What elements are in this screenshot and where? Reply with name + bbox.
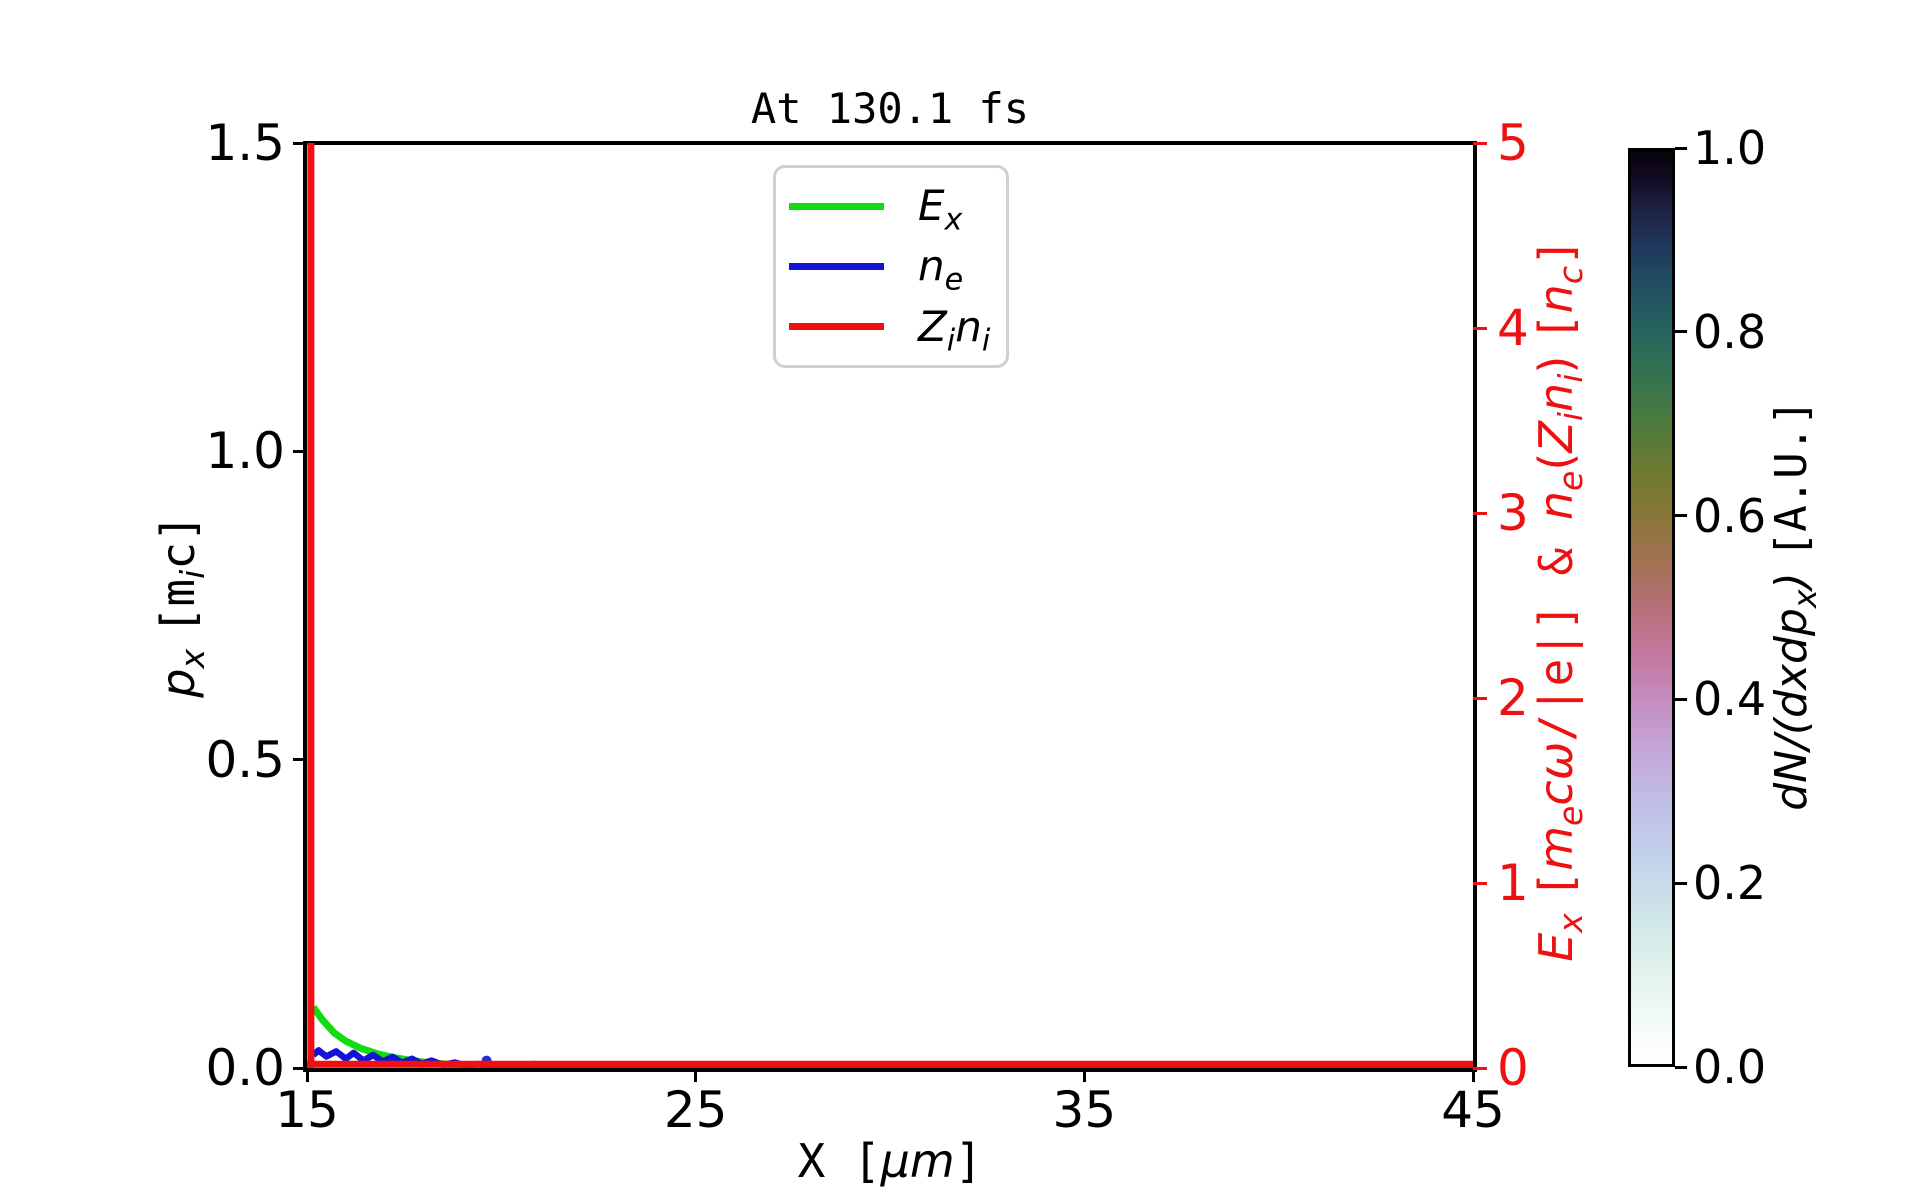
- x-tick-label: 15: [275, 1081, 339, 1139]
- y-right-tick-label: 0: [1497, 1039, 1529, 1097]
- y-axis-label-right: Ex [mecω/|e|] & ne(Zini) [nc]: [1529, 238, 1591, 962]
- colorbar-tick-mark: [1675, 330, 1687, 334]
- y-left-tick-label: 0.5: [205, 730, 285, 789]
- legend-label-ex: Ex: [918, 181, 963, 238]
- y-right-tick-label: 4: [1497, 299, 1529, 357]
- legend-item-ex: Ex: [776, 177, 1006, 235]
- y-left-tick-mark: [293, 449, 307, 453]
- y-right-tick-mark: [1473, 326, 1487, 330]
- y-right-tick-mark: [1473, 696, 1487, 700]
- y-left-tick-label: 1.0: [205, 422, 285, 481]
- y-right-tick-mark: [1473, 881, 1487, 885]
- colorbar-tick-mark: [1675, 146, 1687, 150]
- y-right-tick-mark: [1473, 1066, 1487, 1070]
- x-tick-mark: [305, 1068, 309, 1082]
- y-right-tick-mark: [1473, 511, 1487, 515]
- x-tick-mark: [1471, 1068, 1475, 1082]
- colorbar-label: dN/(dxdpx) [A.U.]: [1766, 399, 1824, 811]
- colorbar-tick-mark: [1675, 1065, 1687, 1069]
- x-tick-mark: [694, 1068, 698, 1082]
- legend: Ex ne Zini: [773, 165, 1009, 368]
- legend-line-ne-icon: [789, 262, 884, 270]
- y-right-tick-label: 2: [1497, 669, 1529, 727]
- x-tick-label: 35: [1052, 1081, 1117, 1139]
- y-right-tick-label: 3: [1497, 484, 1529, 542]
- plot-title: At 130.1 fs: [750, 84, 1030, 133]
- colorbar-tick-label: 0.0: [1693, 1040, 1767, 1094]
- legend-label-ne: ne: [918, 241, 964, 298]
- colorbar-tick-label: 0.4: [1693, 672, 1767, 727]
- colorbar-gradient: [1628, 148, 1675, 1067]
- legend-item-ne: ne: [776, 237, 1006, 295]
- colorbar-tick-label: 0.8: [1693, 304, 1767, 359]
- y-left-tick-mark: [293, 141, 307, 145]
- legend-item-zini: Zini: [776, 298, 1006, 356]
- x-tick-label: 25: [663, 1081, 728, 1139]
- colorbar-tick-mark: [1675, 881, 1687, 885]
- y-left-tick-label: 0.0: [205, 1039, 285, 1097]
- y-left-tick-mark: [293, 758, 307, 762]
- x-tick-label: 45: [1441, 1081, 1505, 1139]
- x-axis-label: X [μm]: [797, 1134, 983, 1188]
- y-right-tick-label: 5: [1497, 114, 1529, 172]
- x-tick-mark: [1082, 1068, 1086, 1082]
- y-left-tick-label: 1.5: [205, 114, 285, 172]
- curves-svg: [307, 143, 1473, 1068]
- y-left-tick-mark: [293, 1066, 307, 1070]
- colorbar-tick-mark: [1675, 514, 1687, 518]
- y-right-tick-label: 1: [1497, 854, 1529, 912]
- legend-line-ex-icon: [789, 202, 884, 210]
- colorbar-tick-label: 0.6: [1693, 488, 1767, 543]
- y-right-tick-mark: [1473, 141, 1487, 145]
- colorbar-tick-mark: [1675, 697, 1687, 701]
- colorbar-tick-label: 1.0: [1693, 121, 1767, 175]
- legend-label-zini: Zini: [918, 301, 991, 359]
- legend-line-zini-icon: [789, 323, 884, 331]
- colorbar-tick-label: 0.2: [1693, 856, 1767, 911]
- y-axis-label-left: px [mic]: [151, 514, 213, 698]
